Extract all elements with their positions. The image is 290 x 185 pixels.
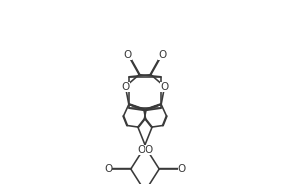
Text: O: O	[124, 50, 132, 60]
Text: O: O	[160, 82, 169, 92]
Text: O: O	[104, 164, 112, 174]
Text: O: O	[145, 145, 153, 155]
Text: O: O	[178, 164, 186, 174]
Text: O: O	[158, 50, 166, 60]
Text: O: O	[137, 145, 145, 155]
Text: O: O	[121, 82, 130, 92]
